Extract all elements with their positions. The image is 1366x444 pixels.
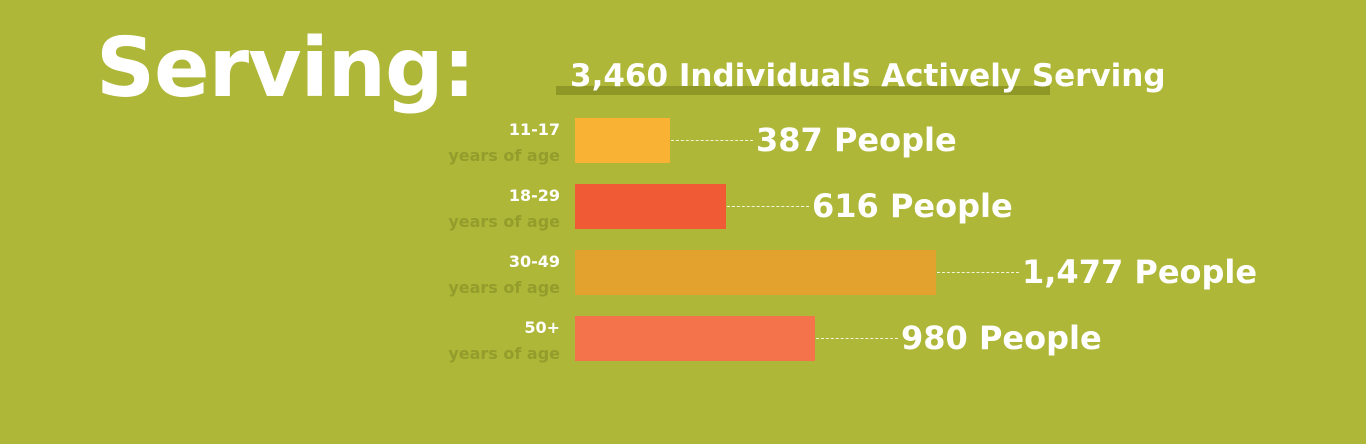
bar-value-label: 387 People	[756, 121, 957, 159]
chart-title: 3,460 Individuals Actively Serving	[570, 58, 1166, 94]
age-unit-label: years of age	[448, 278, 560, 297]
age-range-label: 11-17	[508, 120, 560, 139]
bar	[575, 250, 936, 295]
age-range-label: 30-49	[508, 252, 560, 271]
leader-line	[816, 338, 898, 339]
leader-line	[671, 140, 753, 141]
bar-value-label: 980 People	[901, 319, 1102, 357]
age-unit-label: years of age	[448, 146, 560, 165]
bar	[575, 184, 726, 229]
leader-line	[727, 206, 809, 207]
bar-value-label: 616 People	[812, 187, 1013, 225]
leader-line	[937, 272, 1019, 273]
age-range-label: 18-29	[508, 186, 560, 205]
age-range-label: 50+	[524, 318, 560, 337]
age-unit-label: years of age	[448, 344, 560, 363]
age-unit-label: years of age	[448, 212, 560, 231]
bar	[575, 316, 815, 361]
bar	[575, 118, 670, 163]
subtitle-underline	[556, 86, 1050, 95]
page-title: Serving:	[96, 21, 476, 116]
bar-value-label: 1,477 People	[1022, 253, 1258, 291]
